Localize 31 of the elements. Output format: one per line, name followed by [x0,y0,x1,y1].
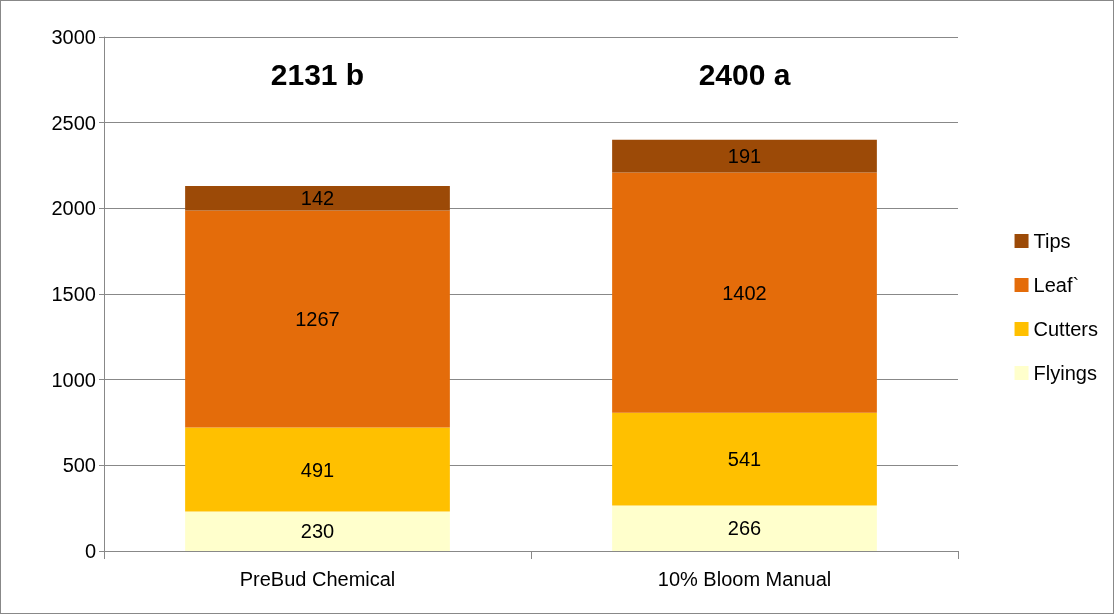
y-tick-label: 2500 [51,111,96,134]
bar [185,427,450,512]
bar [612,505,877,551]
x-tick-label: PreBud Chemical [239,568,396,590]
total-label: 2131 b [270,57,365,91]
bar [612,139,877,173]
legend-label: Leaf` [1033,274,1080,296]
y-tick-label: 500 [62,454,96,477]
y-tick-label: 3000 [51,26,96,48]
legend-label: Flyings [1033,362,1097,384]
y-tick-label: 1500 [51,283,96,305]
x-tick-label: 10% Bloom Manual [657,568,832,590]
bar [185,186,450,211]
data-label: 491 [300,458,335,481]
bar [185,210,450,428]
bar [185,511,450,551]
data-label: 541 [727,448,762,471]
data-label: 230 [300,520,335,543]
y-tick-label: 0 [84,540,96,562]
legend-label: Cutters [1033,318,1099,340]
bar [612,412,877,506]
bar [612,172,877,413]
data-label: 191 [727,145,762,168]
y-tick-label: 1000 [51,368,96,391]
data-label: 142 [300,187,335,210]
data-label: 1402 [722,281,767,304]
data-label: 1267 [295,307,340,330]
total-label: 2400 a [698,57,791,91]
y-tick-label: 2000 [51,197,96,220]
data-label: 266 [727,517,762,540]
legend-label: Tips [1033,230,1071,252]
